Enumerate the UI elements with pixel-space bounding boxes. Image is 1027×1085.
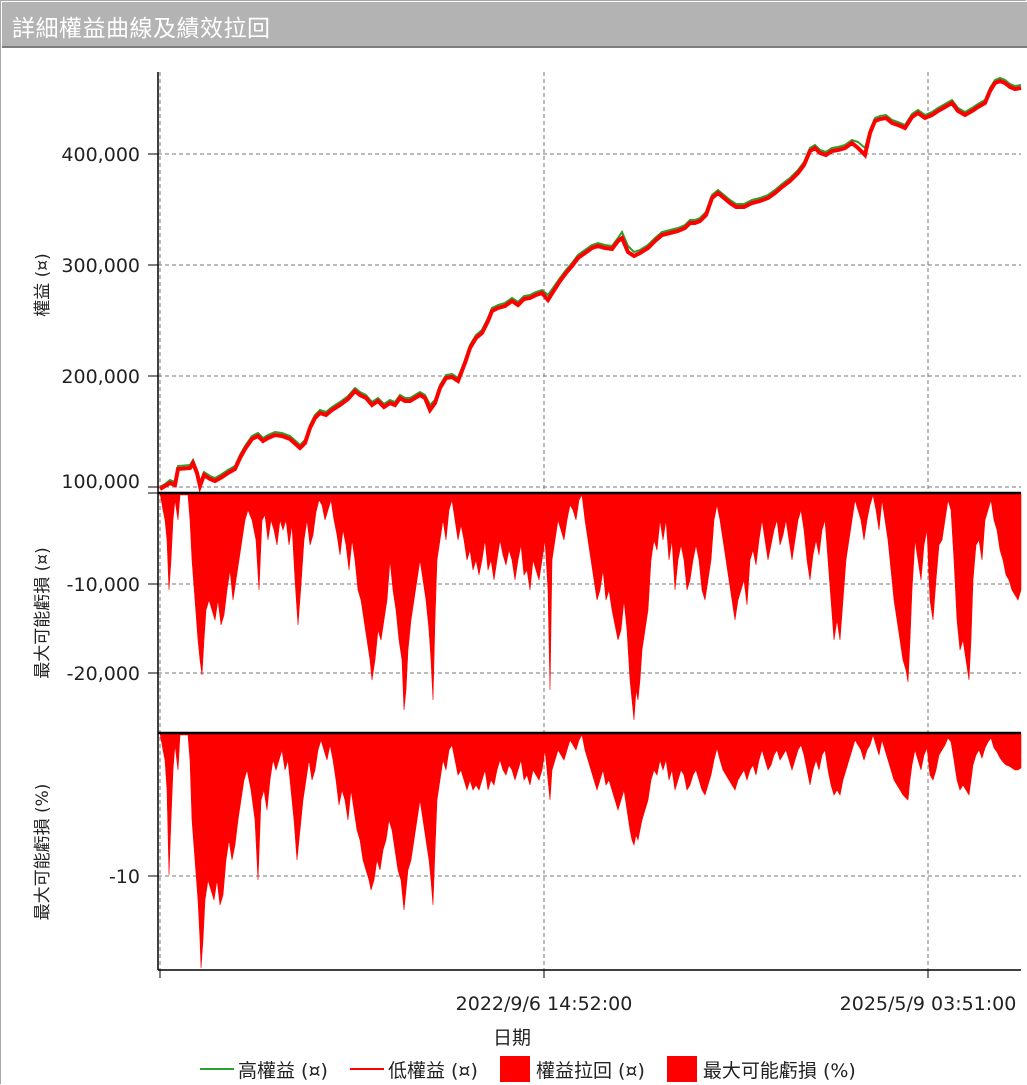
legend-label: 低權益 (¤) xyxy=(387,1059,478,1082)
legend-label: 權益拉回 (¤) xyxy=(535,1059,645,1082)
axes xyxy=(148,72,1021,978)
drawdown-amount-area xyxy=(159,492,1022,721)
red-line-swatch-icon xyxy=(349,1068,384,1070)
equity-tick-200k: 200,000 xyxy=(61,366,140,388)
red-box-swatch-icon xyxy=(666,1056,697,1082)
legend-label: 高權益 (¤) xyxy=(238,1059,328,1082)
drawdown-tick-20k: -20,000 xyxy=(67,663,140,685)
equity-ylabel: 權益 (¤) xyxy=(33,253,53,316)
equity-tick-100k: 100,000 xyxy=(61,471,140,493)
drawdown-tick-10k: -10,000 xyxy=(67,574,140,596)
title-bar: 詳細權益曲線及績效拉回 xyxy=(2,2,1027,48)
green-line-swatch-icon xyxy=(200,1068,234,1070)
equity-tick-400k: 400,000 xyxy=(61,144,140,166)
legend-item-high-equity[interactable]: 高權益 (¤) xyxy=(200,1056,328,1083)
chart-legend: 高權益 (¤) 低權益 (¤) 權益拉回 (¤) 最大可能虧損 (%) xyxy=(200,1055,878,1083)
legend-label: 最大可能虧損 (%) xyxy=(702,1059,856,1082)
x-axis-label: 日期 xyxy=(493,1027,531,1049)
legend-item-low-equity[interactable]: 低權益 (¤) xyxy=(349,1056,478,1083)
red-box-swatch-icon xyxy=(499,1056,530,1082)
window-title: 詳細權益曲線及績效拉回 xyxy=(12,16,271,42)
drawdown-pct-tick-10: -10 xyxy=(109,866,140,888)
legend-item-max-loss-pct[interactable]: 最大可能虧損 (%) xyxy=(666,1056,856,1083)
drawdown-pct-area xyxy=(159,732,1022,969)
low-equity-line xyxy=(158,78,1022,494)
drawdown-amount-ylabel: 最大可能虧損 (¤) xyxy=(33,547,53,678)
drawdown-pct-ylabel: 最大可能虧損 (%) xyxy=(33,784,53,921)
high-equity-line xyxy=(159,76,1022,488)
legend-item-equity-drawdown[interactable]: 權益拉回 (¤) xyxy=(499,1056,645,1083)
x-tick-2025: 2025/5/9 03:51:00 xyxy=(840,993,1017,1015)
x-tick-2022: 2022/9/6 14:52:00 xyxy=(456,993,633,1015)
equity-tick-300k: 300,000 xyxy=(61,255,140,277)
